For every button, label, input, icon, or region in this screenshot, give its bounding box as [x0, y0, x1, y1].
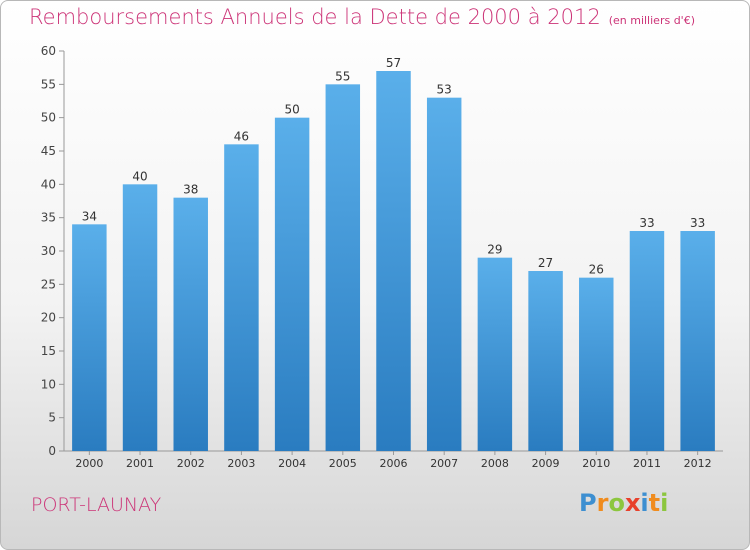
y-tick-label: 0 [48, 444, 56, 458]
chart-title-text: Remboursements Annuels de la Dette de 20… [29, 5, 601, 29]
proxiti-logo: Proxiti [579, 489, 668, 517]
x-tick-label: 2007 [430, 457, 458, 470]
bar [122, 184, 158, 452]
bar [325, 84, 361, 451]
bar-value-label: 27 [538, 256, 553, 270]
y-tick-label: 35 [41, 211, 56, 225]
y-tick-label: 50 [41, 111, 56, 125]
bar [629, 231, 665, 451]
logo-letter: o [608, 489, 625, 517]
bar [426, 97, 462, 452]
bar [680, 231, 715, 451]
x-axis: 2000 2001 2002 2003 2004 2005 2006 2007 2008 2009… [64, 450, 723, 470]
bar-value-label: 50 [284, 103, 299, 117]
y-tick-label: 30 [41, 244, 56, 258]
y-tick-label: 20 [41, 311, 56, 325]
bar-value-label: 46 [234, 129, 249, 143]
y-tick-label: 55 [41, 77, 56, 91]
x-tick-label: 2004 [278, 457, 306, 470]
logo-letter: P [579, 489, 597, 517]
x-tick-label: 2006 [380, 457, 408, 470]
logo-letter: i [660, 489, 669, 517]
x-tick-label: 2012 [684, 457, 712, 470]
chart-unit-note: (en milliers d'€) [608, 14, 695, 27]
bar-value-label: 34 [82, 209, 97, 223]
bar [579, 277, 614, 451]
bars: 34 40 38 46 50 55 57 53 29 27 26 33 33 [72, 56, 715, 452]
y-tick-label: 25 [41, 277, 56, 291]
logo-letter: x [624, 489, 641, 517]
y-tick-label: 40 [41, 177, 56, 191]
logo-letter: r [596, 489, 609, 517]
x-tick-label: 2003 [227, 457, 255, 470]
place-name: PORT-LAUNAY [31, 494, 162, 516]
x-tick-label: 2010 [582, 457, 610, 470]
bar [224, 144, 259, 452]
bar [477, 257, 513, 451]
logo-letter: i [640, 489, 649, 517]
y-axis: 0 5 10 15 20 25 30 35 40 45 50 55 60 [41, 44, 65, 458]
bar-value-label: 26 [589, 263, 604, 277]
bar-value-label: 33 [690, 216, 705, 230]
bar [528, 271, 563, 451]
bar-value-label: 57 [386, 56, 401, 70]
bar-value-label: 33 [639, 216, 654, 230]
x-tick-label: 2009 [532, 457, 560, 470]
y-tick-label: 15 [41, 344, 56, 358]
y-tick-label: 5 [48, 411, 56, 425]
bar-value-label: 29 [487, 243, 502, 257]
x-tick-label: 2001 [126, 457, 154, 470]
x-tick-label: 2011 [633, 457, 661, 470]
chart-title: Remboursements Annuels de la Dette de 20… [29, 5, 695, 29]
y-tick-label: 10 [41, 377, 56, 391]
logo-letter: t [648, 489, 661, 517]
bar [72, 224, 107, 451]
x-tick-label: 2000 [75, 457, 103, 470]
bar-value-label: 38 [183, 183, 198, 197]
y-tick-label: 60 [41, 44, 56, 58]
bar-value-label: 40 [132, 169, 147, 183]
x-tick-label: 2005 [329, 457, 357, 470]
bar-value-label: 53 [437, 83, 452, 97]
bar [173, 197, 208, 451]
y-tick-label: 45 [41, 144, 56, 158]
bar [274, 117, 310, 452]
x-tick-label: 2008 [481, 457, 509, 470]
bar [376, 71, 411, 451]
bar-value-label: 55 [335, 69, 350, 83]
x-tick-label: 2002 [177, 457, 205, 470]
